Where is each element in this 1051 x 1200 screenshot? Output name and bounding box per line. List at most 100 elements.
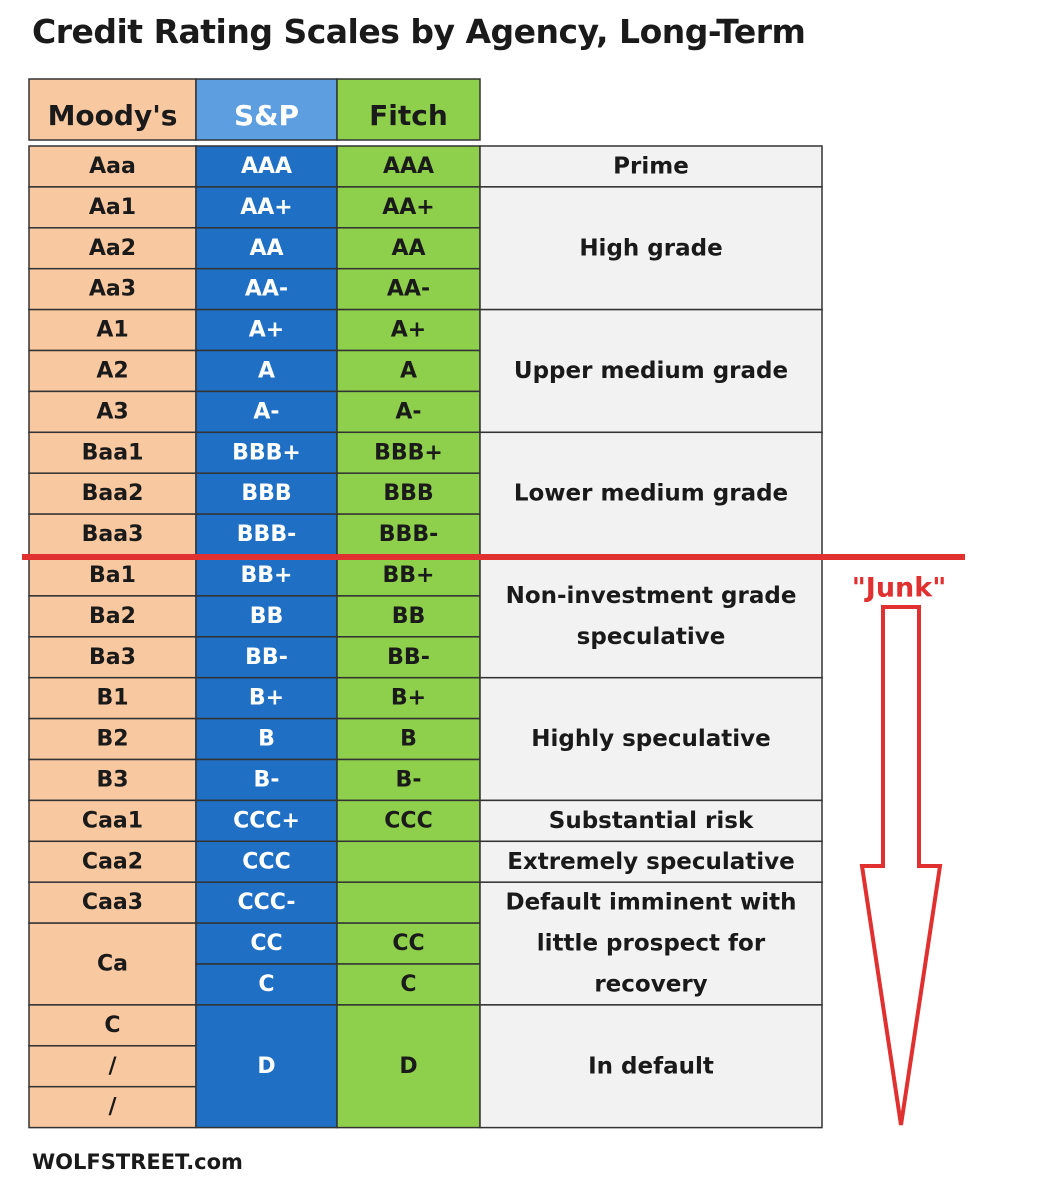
- category-cell: [479, 676, 823, 802]
- sp-cell: [195, 227, 338, 270]
- junk-down-arrow: [859, 605, 943, 1126]
- moodys-rating: Baa1: [82, 440, 144, 465]
- moodys-rating: B2: [96, 727, 128, 752]
- fitch-cell: [336, 431, 481, 474]
- category-label: speculative: [577, 624, 726, 650]
- category-cell: [479, 1004, 823, 1129]
- fitch-rating: BB-: [387, 645, 430, 670]
- category-cell: [479, 840, 823, 883]
- sp-rating: BB+: [241, 563, 293, 588]
- sp-cell: [195, 267, 338, 311]
- moodys-cell: [28, 390, 197, 434]
- sp-rating: BB: [250, 604, 284, 629]
- fitch-rating: CCC: [384, 808, 432, 833]
- fitch-rating: C: [400, 972, 416, 997]
- fitch-rating: AAA: [383, 154, 434, 179]
- moodys-cell: [28, 758, 197, 802]
- sp-rating: CC: [250, 931, 282, 956]
- sp-rating: CCC-: [237, 890, 295, 915]
- moodys-cell: [28, 881, 197, 924]
- moodys-rating: Caa3: [82, 890, 143, 915]
- moodys-cell: [28, 636, 197, 679]
- fitch-rating: BBB+: [374, 440, 443, 465]
- fitch-cell: [336, 267, 481, 311]
- category-label: little prospect for: [537, 931, 766, 957]
- moodys-cell: [28, 1004, 197, 1047]
- category-cell: [479, 799, 823, 843]
- category-label: Lower medium grade: [514, 481, 788, 507]
- sp-cell: [195, 1004, 338, 1129]
- fitch-cell: [336, 227, 481, 270]
- junk-label: "Junk": [852, 573, 947, 604]
- moodys-cell: [28, 308, 197, 352]
- sp-cell: [195, 636, 338, 679]
- moodys-rating: /: [108, 1095, 117, 1120]
- category-label: Prime: [613, 153, 689, 179]
- sp-cell: [195, 963, 338, 1006]
- moodys-cell: [28, 595, 197, 638]
- moodys-cell: [28, 1085, 197, 1129]
- sp-rating: CCC: [242, 849, 290, 874]
- header-sp-cell: [195, 78, 338, 141]
- category-label: Highly speculative: [531, 726, 771, 752]
- sp-cell: [195, 881, 338, 924]
- moodys-rating: Baa3: [82, 522, 144, 547]
- sp-rating: C: [258, 972, 274, 997]
- fitch-rating: CC: [392, 931, 424, 956]
- fitch-rating: BBB: [383, 481, 433, 506]
- category-label: Extremely speculative: [507, 849, 795, 875]
- fitch-cell: [336, 717, 481, 761]
- moodys-rating: Ba3: [89, 645, 136, 670]
- sp-cell: [195, 308, 338, 352]
- moodys-rating: Ba1: [89, 563, 136, 588]
- moodys-rating: B1: [96, 686, 128, 711]
- moodys-cell: [28, 717, 197, 761]
- fitch-cell: [336, 799, 481, 843]
- moodys-rating: A3: [96, 399, 128, 424]
- header-fitch: Fitch: [369, 99, 448, 132]
- fitch-cell: [336, 758, 481, 802]
- fitch-rating: BBB-: [379, 522, 438, 547]
- fitch-rating: BB: [392, 604, 426, 629]
- header-moodys-cell: [28, 78, 197, 141]
- category-cell: [479, 431, 823, 556]
- moodys-rating: Aa2: [89, 236, 136, 261]
- moodys-cell: [28, 513, 197, 556]
- category-label: recovery: [594, 972, 707, 998]
- sp-rating: AAA: [241, 154, 292, 179]
- fitch-rating: A+: [391, 318, 426, 343]
- moodys-rating: C: [104, 1013, 120, 1038]
- fitch-rating: A-: [395, 399, 421, 424]
- fitch-rating: AA+: [382, 195, 435, 220]
- sp-rating: AA-: [245, 277, 288, 302]
- moodys-rating: Ca: [97, 952, 128, 977]
- fitch-rating: B: [400, 727, 417, 752]
- sp-cell: [195, 922, 338, 965]
- fitch-cell: [336, 554, 481, 597]
- moodys-rating: A1: [96, 318, 128, 343]
- fitch-rating: B-: [396, 767, 422, 792]
- fitch-cell: [336, 390, 481, 434]
- fitch-cell: [336, 349, 481, 393]
- header-moodys: Moody's: [48, 99, 178, 132]
- sp-rating: BBB: [241, 481, 291, 506]
- moodys-rating: Aaa: [89, 154, 136, 179]
- sp-rating: B-: [254, 767, 280, 792]
- moodys-rating: Baa2: [82, 481, 144, 506]
- moodys-cell: [28, 840, 197, 883]
- moodys-cell: [28, 922, 197, 1006]
- fitch-rating: AA: [391, 236, 425, 261]
- sp-rating: BBB-: [237, 522, 296, 547]
- sp-rating: D: [257, 1054, 275, 1079]
- fitch-cell: [336, 840, 481, 883]
- category-cell: [479, 554, 823, 679]
- fitch-cell: [336, 145, 481, 188]
- category-label: High grade: [579, 235, 722, 261]
- fitch-cell: [336, 881, 481, 924]
- fitch-cell: [336, 1004, 481, 1129]
- fitch-cell: [336, 513, 481, 556]
- moodys-cell: [28, 676, 197, 720]
- sp-rating: CCC+: [233, 808, 300, 833]
- sp-rating: A: [258, 358, 275, 383]
